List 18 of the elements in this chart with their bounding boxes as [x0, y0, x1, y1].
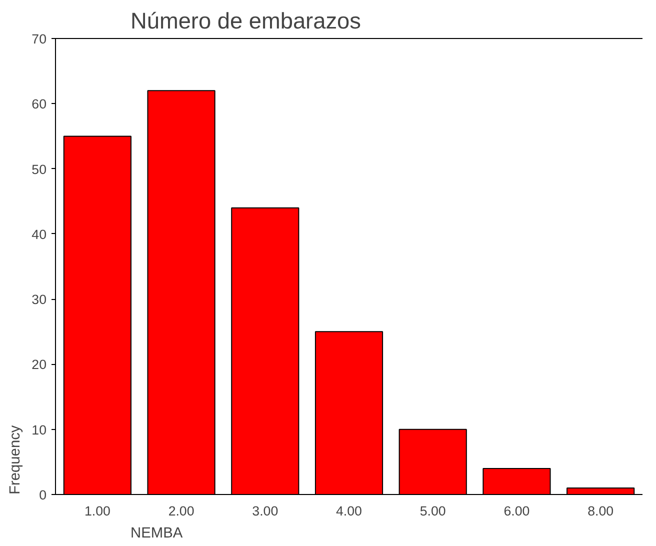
y-tick-label: 10 — [32, 422, 47, 438]
y-tick-label: 70 — [32, 32, 47, 46]
chart-title: Número de embarazos — [130, 8, 361, 34]
x-tick-label: 2.00 — [168, 504, 194, 518]
x-tick-label: 8.00 — [588, 504, 614, 518]
x-tick-label: 4.00 — [336, 504, 362, 518]
y-tick-label: 0 — [39, 488, 47, 502]
y-tick-label: 30 — [32, 292, 47, 308]
x-tick-label: 5.00 — [420, 504, 446, 518]
y-tick-label: 60 — [32, 96, 47, 112]
x-tick-label: 1.00 — [84, 504, 110, 518]
y-axis-title: Frequency — [8, 424, 24, 494]
y-tick-label: 40 — [32, 226, 47, 242]
x-axis-title: NEMBA — [130, 526, 183, 542]
y-tick-label: 20 — [32, 357, 47, 372]
y-tick-label: 50 — [32, 162, 47, 177]
x-tick-label: 3.00 — [252, 504, 278, 518]
x-tick-label: 6.00 — [504, 504, 530, 518]
